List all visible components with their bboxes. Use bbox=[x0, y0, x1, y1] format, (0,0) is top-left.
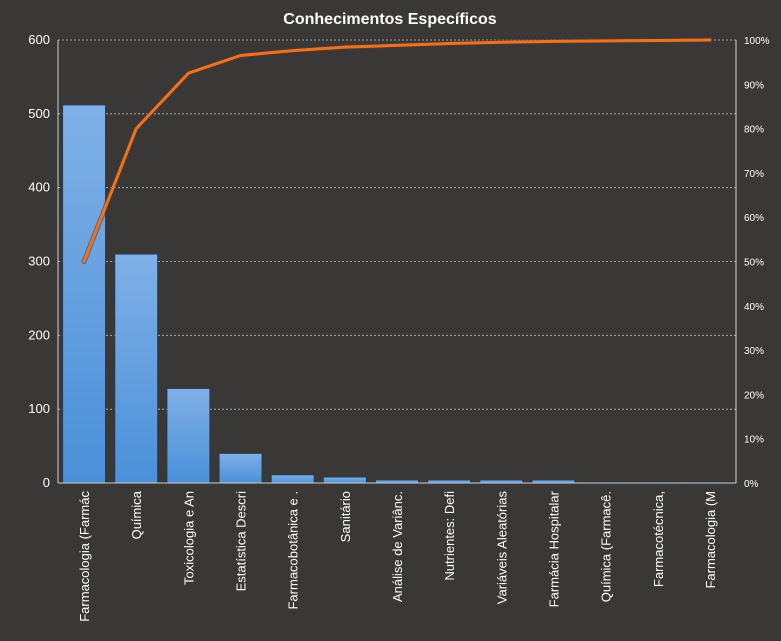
x-tick-label: Estatística Descri bbox=[234, 491, 249, 592]
x-tick-label: Variáveis Aleatórias bbox=[494, 491, 509, 605]
bar bbox=[62, 104, 106, 484]
y-tick-label: 600 bbox=[28, 32, 50, 47]
bars bbox=[62, 104, 732, 484]
x-tick-label: Farmacologia (M bbox=[703, 491, 718, 589]
cumulative-line-shadow bbox=[81, 37, 713, 264]
bar bbox=[166, 388, 211, 484]
x-tick-label: Farmacobotânica e . bbox=[286, 491, 301, 610]
y-tick-label: 200 bbox=[28, 327, 50, 342]
cumulative-line-path bbox=[82, 38, 712, 263]
bar bbox=[323, 476, 367, 484]
chart-title: Conhecimentos Específicos bbox=[283, 11, 496, 28]
x-tick-label: Sanitário bbox=[338, 491, 353, 542]
bar bbox=[218, 453, 263, 484]
bar bbox=[270, 474, 315, 484]
x-tick-label: Toxicologia e An bbox=[181, 491, 196, 585]
bar bbox=[114, 253, 159, 484]
axes: 0 100 200 300 400 500 600 0% 10% 20% 30% 40% 50% 60% 7… bbox=[28, 32, 769, 622]
x-tick-label: Química (Farmacê. bbox=[599, 491, 614, 602]
y-tick-label: 400 bbox=[28, 180, 50, 195]
y2-tick-label: 90% bbox=[744, 80, 764, 91]
y2-tick-label: 0% bbox=[744, 479, 759, 490]
y2-tick-label: 80% bbox=[744, 125, 764, 136]
y2-tick-label: 50% bbox=[744, 258, 764, 269]
y2-tick-label: 60% bbox=[744, 213, 764, 224]
y-tick-label: 500 bbox=[28, 106, 50, 121]
y-tick-label: 100 bbox=[28, 401, 50, 416]
y2-tick-label: 20% bbox=[744, 390, 764, 401]
y2-tick-label: 70% bbox=[744, 169, 764, 180]
x-tick-label: Farmacotécnica, bbox=[651, 491, 666, 587]
y-tick-label: 0 bbox=[43, 475, 50, 490]
y2-tick-label: 100% bbox=[744, 36, 770, 47]
y2-tick-label: 30% bbox=[744, 346, 764, 357]
cumulative-line bbox=[81, 37, 713, 264]
x-tick-label: Farmácia Hospitalar bbox=[546, 490, 561, 607]
x-tick-label: Química bbox=[129, 490, 144, 539]
x-tick-label: Farmacologia (Farmác bbox=[77, 491, 92, 622]
x-tick-label: Nutrientes: Defi bbox=[442, 491, 457, 581]
y-tick-label: 300 bbox=[28, 254, 50, 269]
x-tick-label: Análise de Variânc. bbox=[390, 491, 405, 602]
gridlines bbox=[58, 39, 736, 410]
y2-tick-label: 10% bbox=[744, 435, 764, 446]
y2-tick-label: 40% bbox=[744, 302, 764, 313]
